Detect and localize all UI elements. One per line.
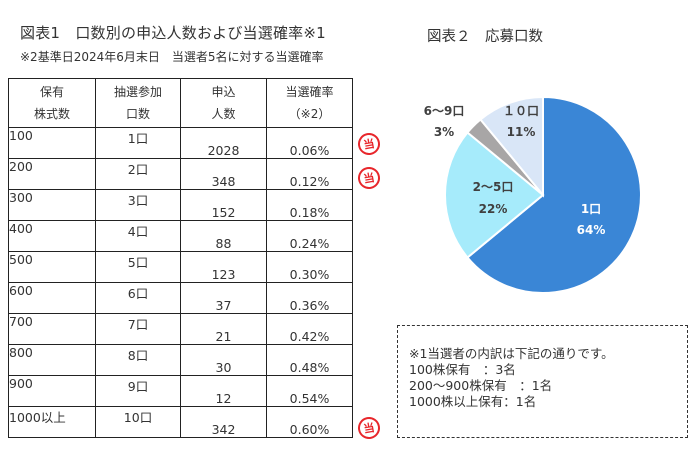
pie-label-6-9-units: 6～9口 [424,104,465,118]
table-row: 900 9口 12 0.54% [8,375,353,407]
cell-units: 2口 [95,158,181,190]
pie-label-10-units: １０口 [503,104,539,118]
header-units: 抽選参加 口数 [95,78,181,128]
table-header-row: 保有 株式数 抽選参加 口数 申込 人数 当選確率 （※2） [8,78,353,128]
cell-applicants: 88 [180,220,267,252]
cell-shares: 200 [8,158,96,190]
table-row: 300 3口 152 0.18% [8,189,353,221]
cell-units: 5口 [95,251,181,283]
cell-shares: 600 [8,282,96,314]
note-line: ※1当選者の内訳は下記の通りです。 [409,346,614,361]
cell-rate: 0.42% [266,313,353,345]
cell-applicants: 348 [180,158,267,190]
cell-applicants: 152 [180,189,267,221]
header-applicants: 申込 人数 [180,78,267,128]
figure2-title: 図表２ 応募口数 [427,29,543,45]
table-row: 100 1口 2028 0.06% [8,127,353,159]
table-row: 1000以上 10口 342 0.60% [8,406,353,438]
note-line: 100株保有 ：3名 [409,362,516,377]
cell-shares: 100 [8,127,96,159]
note-line: 1000株以上保有：1名 [409,394,537,409]
pie-pct-1-unit: 64% [577,223,606,237]
cell-applicants: 12 [180,375,267,407]
winner-stamp-icon: 当 [356,415,382,441]
cell-rate: 0.12% [266,158,353,190]
note-line: 200～900株保有 ：1名 [409,378,553,393]
winner-breakdown-note: ※1当選者の内訳は下記の通りです。 100株保有 ：3名 200～900株保有 … [397,325,688,438]
pie-slice-1-unit [466,95,642,294]
table-row: 600 6口 37 0.36% [8,282,353,314]
table-row: 800 8口 30 0.48% [8,344,353,376]
cell-shares: 900 [8,375,96,407]
cell-rate: 0.18% [266,189,353,221]
pie-slice-10-units [479,95,544,198]
table-row: 500 5口 123 0.30% [8,251,353,283]
pie-label-2-5-units: 2～5口 [473,180,514,194]
cell-shares: 700 [8,313,96,345]
cell-applicants: 37 [180,282,267,314]
cell-units: 6口 [95,282,181,314]
cell-units: 10口 [95,406,181,438]
cell-rate: 0.06% [266,127,353,159]
cell-rate: 0.60% [266,406,353,438]
cell-units: 3口 [95,189,181,221]
figure1-title: 図表1 口数別の申込人数および当選確率※1 [20,24,326,42]
figure1-subtitle: ※2基準日2024年6月末日 当選者5名に対する当選確率 [20,50,324,64]
cell-rate: 0.54% [266,375,353,407]
cell-rate: 0.30% [266,251,353,283]
header-shares: 保有 株式数 [8,78,96,128]
cell-applicants: 30 [180,344,267,376]
cell-rate: 0.24% [266,220,353,252]
table-row: 700 7口 21 0.42% [8,313,353,345]
cell-units: 9口 [95,375,181,407]
winner-stamp-icon: 当 [356,131,382,157]
pie-label-1-unit: 1口 [581,202,601,216]
winner-stamp-icon: 当 [356,165,382,191]
pie-pct-10-units: 11% [507,125,536,139]
cell-shares: 400 [8,220,96,252]
cell-rate: 0.48% [266,344,353,376]
header-rate: 当選確率 （※2） [266,78,353,128]
cell-applicants: 21 [180,313,267,345]
cell-units: 7口 [95,313,181,345]
applicants-table: 保有 株式数 抽選参加 口数 申込 人数 当選確率 （※2） 100 1口 2028 0.06… [8,78,353,438]
cell-units: 4口 [95,220,181,252]
cell-shares: 1000以上 [8,406,96,438]
cell-applicants: 2028 [180,127,267,159]
pie-slice-6-9-units [466,118,544,196]
pie-pct-2-5-units: 22% [479,202,508,216]
table-row: 400 4口 88 0.24% [8,220,353,252]
cell-units: 8口 [95,344,181,376]
table-row: 200 2口 348 0.12% [8,158,353,190]
cell-rate: 0.36% [266,282,353,314]
cell-units: 1口 [95,127,181,159]
cell-shares: 300 [8,189,96,221]
pie-pct-6-9-units: 3% [434,125,454,139]
cell-applicants: 342 [180,406,267,438]
cell-applicants: 123 [180,251,267,283]
cell-shares: 500 [8,251,96,283]
pie-slice-2-5-units [444,131,545,259]
cell-shares: 800 [8,344,96,376]
